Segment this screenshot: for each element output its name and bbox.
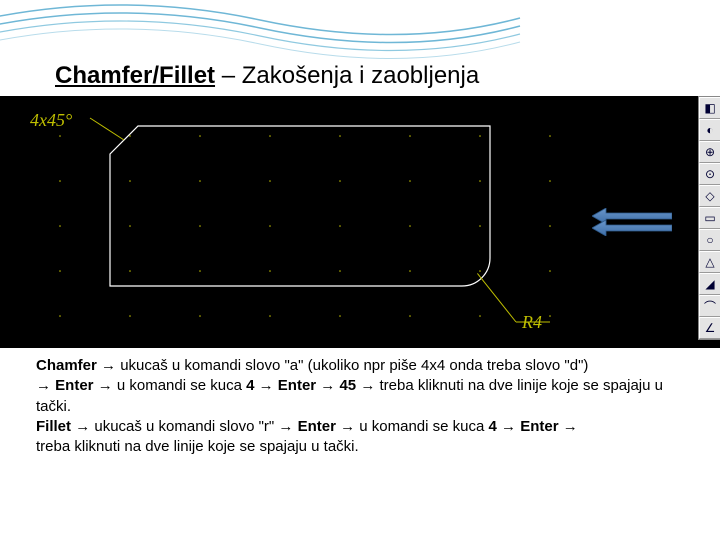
slide-title: Chamfer/Fillet – Zakošenja i zaobljenja — [55, 62, 479, 90]
arrow-glyph: → — [259, 377, 274, 394]
wave-decoration — [0, 0, 720, 60]
tool-button-8[interactable]: ◢ — [699, 273, 720, 295]
arrow-glyph: → — [98, 377, 113, 394]
tool-button-2[interactable]: ⊕ — [699, 141, 720, 163]
arrow-glyph: → — [36, 377, 51, 394]
fillet-step-1: ukucaš u komandi slovo "r" — [90, 418, 278, 435]
tool-button-7[interactable]: △ — [699, 251, 720, 273]
slide: Chamfer/Fillet – Zakošenja i zaobljenja … — [0, 0, 720, 540]
instructions-block: Chamfer → ukucaš u komandi slovo "a" (uk… — [36, 356, 688, 457]
num-45: 45 — [339, 377, 356, 394]
tool-button-10[interactable]: ∠ — [699, 317, 720, 339]
tool-button-9[interactable]: ⌒ — [699, 295, 720, 317]
title-rest: – Zakošenja i zaobljenja — [215, 62, 479, 89]
arrow-glyph: → — [340, 418, 355, 435]
tool-button-5[interactable]: ▭ — [699, 207, 720, 229]
pointing-arrow — [592, 208, 672, 236]
tool-button-0[interactable]: ◧ — [699, 97, 720, 119]
enter-keyword: Enter — [55, 377, 93, 394]
enter-keyword: Enter — [278, 377, 316, 394]
tool-button-1[interactable]: ◐ — [699, 119, 720, 141]
fillet-step-2: u komandi se kuca — [355, 418, 488, 435]
tool-button-3[interactable]: ⊙ — [699, 163, 720, 185]
title-keyword: Chamfer/Fillet — [55, 62, 215, 89]
arrow-glyph: → — [360, 377, 375, 394]
arrow-glyph: → — [75, 418, 90, 435]
svg-text:R4: R4 — [521, 312, 542, 332]
fillet-keyword: Fillet — [36, 418, 71, 435]
arrow-glyph: → — [320, 377, 335, 394]
arrow-glyph: → — [101, 357, 116, 374]
enter-keyword: Enter — [298, 418, 336, 435]
chamfer-step-2: u komandi se kuca — [113, 377, 246, 394]
enter-keyword: Enter — [520, 418, 558, 435]
svg-text:4x45°: 4x45° — [30, 110, 72, 130]
arrow-glyph: → — [278, 418, 293, 435]
num-4: 4 — [246, 377, 254, 394]
arrow-glyph: → — [501, 418, 516, 435]
tool-button-6[interactable]: ○ — [699, 229, 720, 251]
num-4: 4 — [489, 418, 497, 435]
fillet-step-3: treba kliknuti na dve linije koje se spa… — [36, 438, 359, 455]
tool-button-4[interactable]: ◇ — [699, 185, 720, 207]
arrow-glyph: → — [563, 418, 578, 435]
chamfer-step-1: ukucaš u komandi slovo "a" (ukoliko npr … — [116, 357, 588, 374]
chamfer-keyword: Chamfer — [36, 357, 97, 374]
cad-toolbar: ◧◐⊕⊙◇▭○△◢⌒∠ — [698, 96, 720, 340]
